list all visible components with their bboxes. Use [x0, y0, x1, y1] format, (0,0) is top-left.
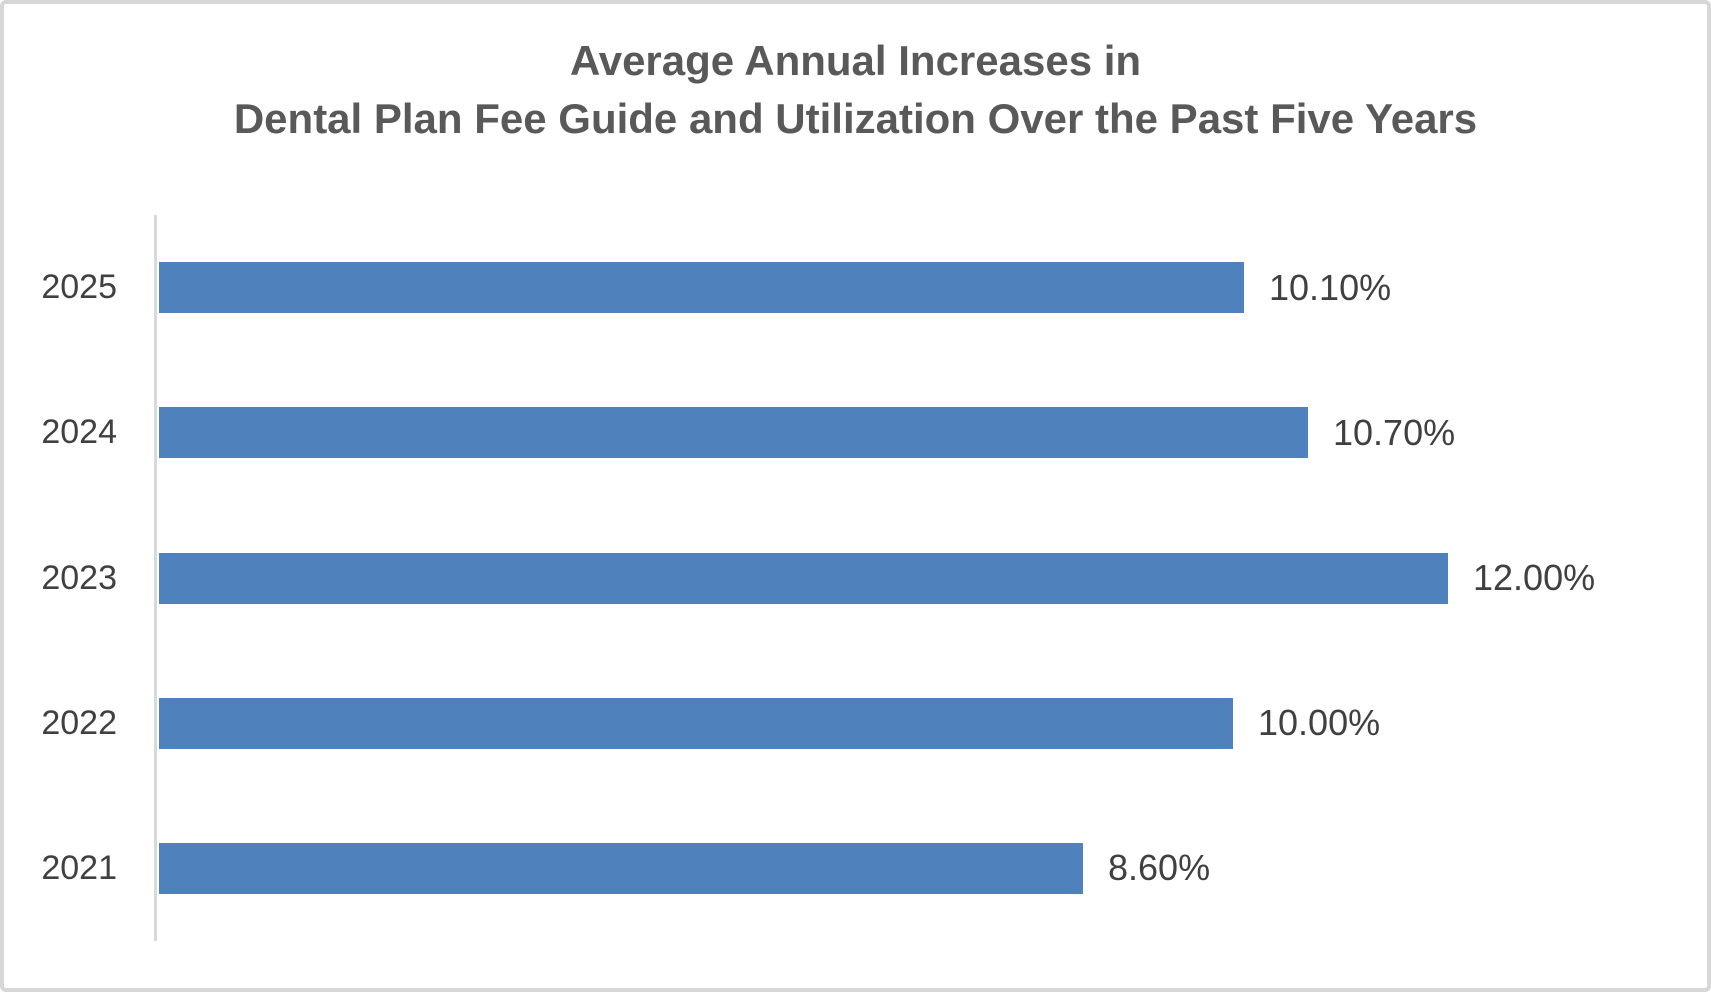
- category-label: 2021: [41, 848, 117, 887]
- bar-rows: 2025 10.10% 2024 10.70% 2023 12.00% 2022 10.00%…: [4, 215, 1707, 941]
- bar: [159, 842, 1083, 894]
- chart-title-line-2: Dental Plan Fee Guide and Utilization Ov…: [233, 95, 1478, 142]
- value-label: 10.00%: [1258, 702, 1381, 744]
- chart-title: Average Annual Increases in Dental Plan …: [4, 32, 1707, 148]
- bar: [159, 697, 1233, 749]
- bar-row: 2023 12.00%: [4, 505, 1707, 650]
- category-label: 2023: [41, 558, 117, 597]
- bar: [159, 407, 1308, 459]
- bar: [159, 552, 1448, 604]
- category-label: 2022: [41, 703, 117, 742]
- category-label: 2024: [41, 413, 117, 452]
- value-label: 10.10%: [1269, 266, 1392, 308]
- plot-area: 2025 10.10% 2024 10.70% 2023 12.00% 2022 10.00%…: [4, 215, 1707, 941]
- bar: [159, 262, 1244, 314]
- value-label: 10.70%: [1333, 411, 1456, 453]
- vertical-axis-line: [154, 215, 157, 941]
- value-label: 8.60%: [1108, 847, 1211, 889]
- bar-row: 2021 8.60%: [4, 796, 1707, 941]
- bar-row: 2024 10.70%: [4, 360, 1707, 505]
- bar-row: 2022 10.00%: [4, 651, 1707, 796]
- chart-title-line-1: Average Annual Increases in: [569, 37, 1142, 84]
- bar-row: 2025 10.10%: [4, 215, 1707, 360]
- category-label: 2025: [41, 268, 117, 307]
- value-label: 12.00%: [1473, 557, 1596, 598]
